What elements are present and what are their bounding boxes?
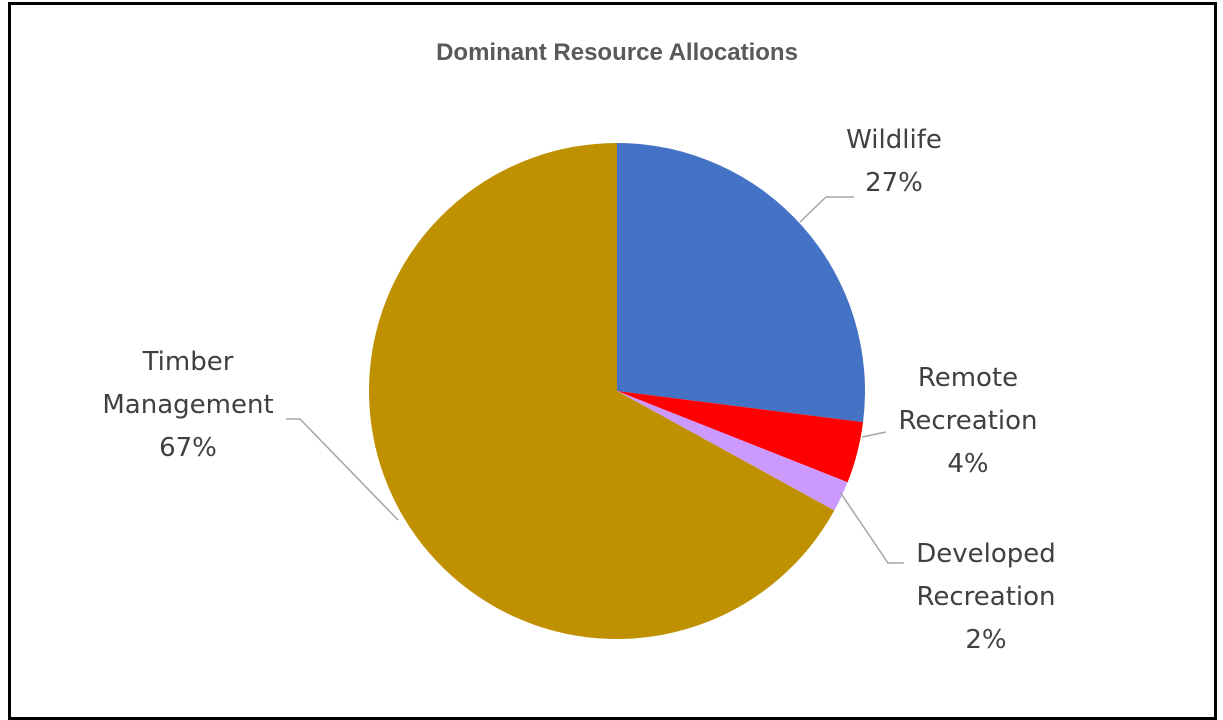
data-label-developed-recreation: Developed Recreation 2% — [916, 539, 1056, 655]
data-label-line: 27% — [865, 168, 923, 198]
leader-line-remote-recreation — [861, 431, 887, 438]
data-label-line: 67% — [159, 433, 217, 463]
data-label-line: Timber — [142, 347, 234, 377]
data-label-line: Recreation — [916, 582, 1055, 612]
data-label-line: Remote — [918, 363, 1018, 393]
leader-lines — [286, 196, 904, 564]
pie-slice-timber-management — [368, 143, 835, 639]
data-label-line: Management — [102, 390, 273, 420]
data-label-line: 2% — [965, 625, 1006, 655]
data-label-line: Recreation — [898, 406, 1037, 436]
leader-line-wildlife — [799, 196, 854, 223]
pie-slice-remote-recreation — [617, 391, 864, 483]
data-label-line: Wildlife — [846, 125, 942, 155]
leader-line-developed-recreation — [839, 491, 904, 564]
pie-slice-wildlife — [617, 143, 865, 423]
data-label-line: Developed — [916, 539, 1056, 569]
data-label-remote-recreation: Remote Recreation 4% — [898, 363, 1037, 479]
data-label-line: 4% — [947, 449, 988, 479]
leader-line-timber-management — [286, 418, 399, 521]
pie-slice-developed-recreation — [617, 391, 848, 511]
data-label-timber-management: Timber Management 67% — [102, 347, 273, 463]
pie-slices — [368, 143, 865, 639]
chart-title: Dominant Resource Allocations — [436, 39, 798, 66]
data-labels: Wildlife 27% Remote Recreation 4% Developed Re… — [102, 125, 1055, 655]
data-label-wildlife: Wildlife 27% — [846, 125, 942, 198]
